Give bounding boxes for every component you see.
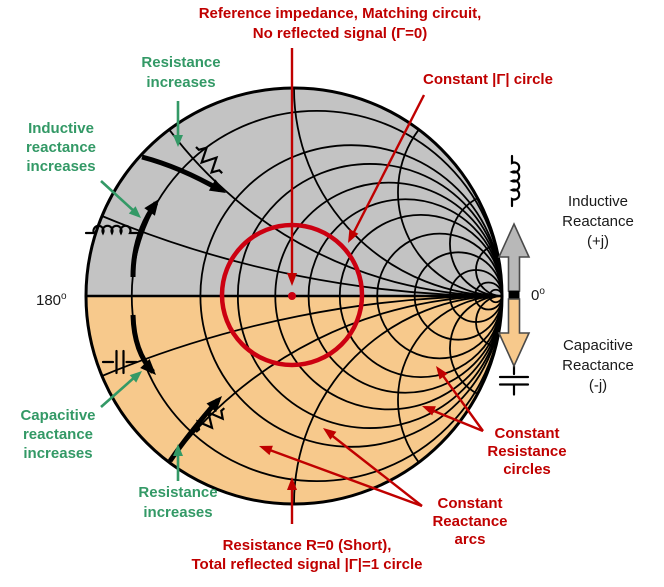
capacitive-reactance-axis-label: Capacitive Reactance (-j) [562,337,634,394]
degree-mark: o [539,286,545,297]
inductive-increases-pointer [100,180,141,218]
resistance-direction-arrow-top [141,154,226,193]
constant-resistance-circles-label: Constant Resistance circles [487,425,567,478]
inductive-direction-arrow [130,199,159,278]
resistance-increases-bottom-label: Resistance increases [138,484,218,521]
inductive-axis-arrow [497,222,531,292]
constant-resistance-pointer-2 [422,406,484,433]
reference-impedance-pointer [287,48,297,286]
capacitive-direction-arrow [130,314,156,375]
degree-mark: o [61,291,67,302]
angle-180-value: 180 [36,292,62,309]
short-circuit-pointer [287,477,297,524]
constant-reactance-arc [397,129,502,297]
resistance-increases-bottom-pointer [173,444,183,481]
region-capacitive [86,296,502,504]
constant-reactance-arc [101,215,502,297]
constant-reactance-arc [475,295,502,349]
resistance-increases-top-pointer [173,101,183,147]
constant-reactance-arc [293,295,502,504]
angle-180-label: 180o [36,287,67,310]
angle-0-value: 0 [531,287,540,304]
reference-impedance-label: Reference impedance, Matching circuit, N… [198,5,482,42]
constant-reactance-arc [449,197,502,297]
constant-gamma-circle [219,222,365,368]
constant-reactance-arc [101,295,502,377]
constant-reactance-arcs-label: Constant Reactance arcs [432,495,508,548]
inductor-icon [84,224,140,236]
region-inductive [86,88,502,296]
constant-gamma-pointer [348,94,426,243]
matching-point-dot [288,292,296,300]
short-circuit-label: Resistance R=0 (Short), Total reflected … [191,537,423,573]
axis-origin-marker [508,291,520,299]
capacitor-icon [101,349,138,375]
resistance-increases-top-label: Resistance increases [141,54,221,91]
capacitive-reactance-increases-label: Capacitive reactance increases [20,407,96,462]
capacitive-axis-arrow [497,298,531,368]
constant-reactance-arc [397,295,502,463]
capacitor-axis-icon [498,364,530,396]
constant-gamma-label: Constant |Γ| circle [423,71,553,88]
constant-reactance-pointer-2 [323,428,423,507]
constant-reactance-pointer-1 [259,445,423,508]
constant-resistance-pointer-1 [436,366,484,432]
constant-reactance-arc [475,243,502,297]
resistor-icon-top [195,146,223,175]
inductor-axis-icon [509,154,521,208]
angle-0-label: 0o [531,282,545,305]
constant-reactance-arc [168,129,502,297]
resistor-icon-bottom [195,407,226,433]
inductive-reactance-increases-label: Inductive reactance increases [25,120,97,175]
capacitive-increases-pointer [100,371,142,408]
unit-circle [84,86,504,506]
constant-reactance-arc [168,295,502,463]
inductive-reactance-axis-label: Inductive Reactance (+j) [562,193,634,250]
constant-reactance-arc [449,295,502,395]
